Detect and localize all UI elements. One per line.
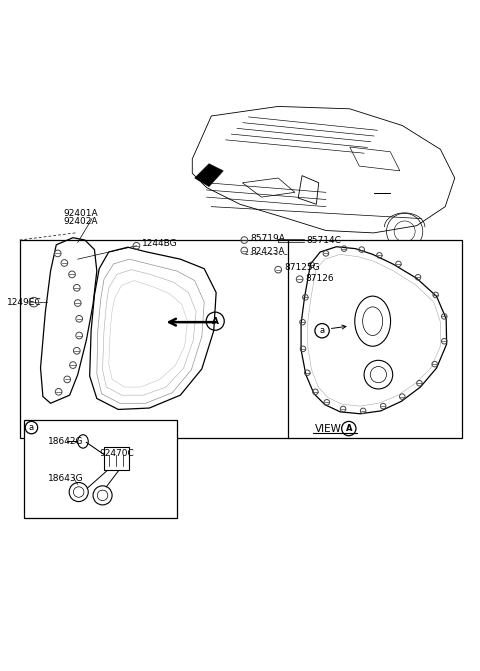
Text: 87125G: 87125G — [285, 263, 321, 272]
Text: 92470C: 92470C — [99, 450, 134, 458]
FancyBboxPatch shape — [105, 447, 129, 470]
Text: 87126: 87126 — [306, 274, 335, 282]
Text: 85719A: 85719A — [251, 234, 286, 243]
Text: 85714C: 85714C — [307, 236, 342, 244]
Text: 82423A: 82423A — [251, 247, 285, 256]
FancyBboxPatch shape — [288, 240, 462, 438]
Text: A: A — [346, 424, 352, 433]
Polygon shape — [195, 164, 223, 187]
Text: 18642G: 18642G — [48, 437, 84, 446]
Text: 1249EC: 1249EC — [7, 298, 42, 307]
Text: A: A — [212, 317, 219, 325]
Text: VIEW: VIEW — [315, 423, 342, 433]
Text: a: a — [320, 326, 324, 336]
Text: 1244BG: 1244BG — [142, 240, 178, 248]
Text: 92401A: 92401A — [63, 209, 98, 218]
Text: a: a — [29, 423, 34, 432]
Text: 18643G: 18643G — [48, 474, 84, 483]
Text: 92402A: 92402A — [63, 217, 98, 226]
FancyBboxPatch shape — [24, 420, 177, 518]
FancyBboxPatch shape — [20, 240, 289, 438]
